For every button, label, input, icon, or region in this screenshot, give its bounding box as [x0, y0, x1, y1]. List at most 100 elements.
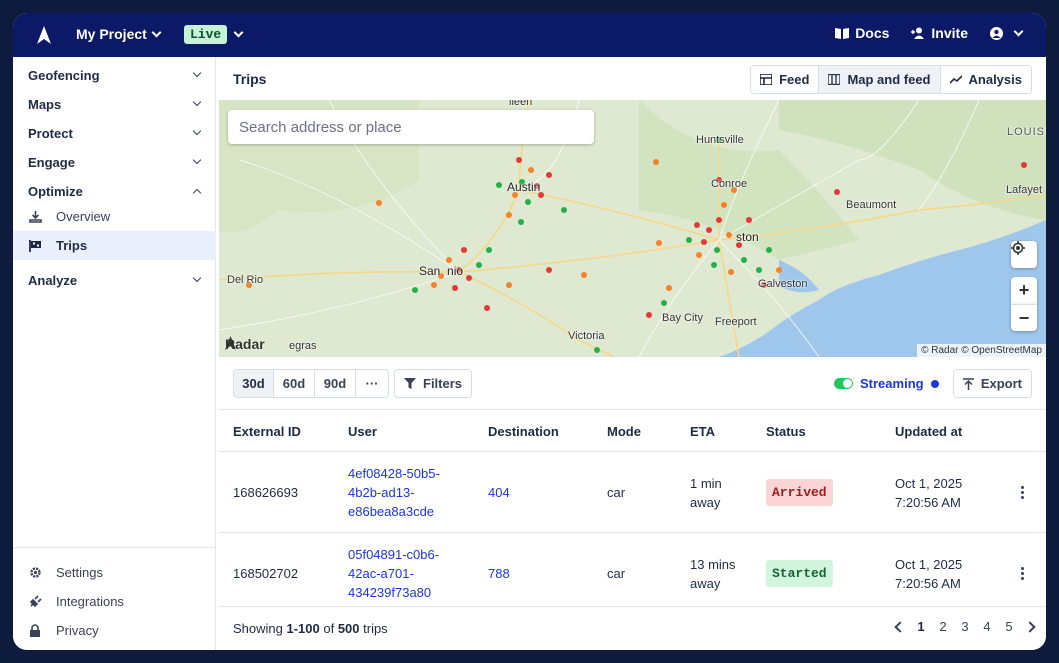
environment-badge: Live [184, 25, 228, 44]
streaming-indicator-icon [930, 379, 939, 388]
docs-link[interactable]: Docs [835, 25, 889, 41]
invite-label: Invite [931, 25, 968, 41]
map-label-galveston: Galveston [758, 278, 808, 290]
page-1-button[interactable]: 1 [917, 619, 925, 634]
tab-analysis[interactable]: Analysis [940, 66, 1031, 93]
row-actions-menu[interactable] [1021, 452, 1024, 533]
range-60d-button[interactable]: 60d [274, 370, 315, 397]
page-5-button[interactable]: 5 [1005, 619, 1013, 634]
app-screen: My Project Live Docs Invite Geofencing M… [13, 13, 1046, 650]
user-id-line: e86bea8a3cde [348, 504, 435, 519]
sidebar-group-label: Protect [28, 125, 73, 141]
sidebar-item-label: Trips [56, 238, 88, 253]
sidebar: Geofencing Maps Protect Engage Optimize … [13, 57, 216, 650]
status-badge: Arrived [766, 479, 833, 506]
trip-markers [246, 137, 1027, 353]
export-button[interactable]: Export [952, 369, 1032, 398]
cell-destination-link[interactable]: 404 [488, 485, 510, 500]
column-mode[interactable]: Mode [607, 424, 641, 439]
sidebar-group-engage[interactable]: Engage [13, 149, 216, 175]
invite-button[interactable]: Invite [911, 25, 968, 41]
cell-updated-at: Oct 1, 2025 7:20:56 AM [895, 452, 962, 533]
table-row[interactable]: 168502702 05f04891-c0b6- 42ac-a701- 4342… [219, 533, 1046, 614]
cell-destination-link[interactable]: 788 [488, 566, 510, 581]
radar-logo-icon[interactable] [37, 26, 51, 44]
updated-date: Oct 1, 2025 [895, 556, 963, 572]
locate-me-button[interactable] [1011, 241, 1037, 268]
sidebar-group-protect[interactable]: Protect [13, 120, 216, 146]
sidebar-item-overview[interactable]: Overview [13, 202, 216, 231]
filters-button[interactable]: Filters [394, 369, 473, 398]
tab-map-and-feed[interactable]: Map and feed [819, 66, 941, 93]
sidebar-group-label: Analyze [28, 272, 78, 288]
cell-user-link[interactable]: 4ef08428-50b5- 4b2b-ad13- e86bea8a3cde [348, 452, 440, 533]
map-search-input[interactable]: Search address or place [228, 110, 594, 144]
map-label-killeen: lleen [509, 100, 533, 108]
cell-updated-at: Oct 1, 2025 7:20:56 AM [895, 533, 962, 614]
streaming-toggle[interactable]: Streaming [834, 376, 939, 391]
next-page-icon[interactable] [1024, 620, 1036, 633]
column-status[interactable]: Status [766, 424, 806, 439]
zoom-in-button[interactable]: + [1011, 277, 1037, 304]
map-label-freeport: Freeport [715, 316, 757, 328]
page-3-button[interactable]: 3 [961, 619, 969, 634]
sidebar-group-analyze[interactable]: Analyze [13, 267, 216, 293]
page-4-button[interactable]: 4 [983, 619, 991, 634]
page-2-button[interactable]: 2 [939, 619, 947, 634]
trips-table-header: External ID User Destination Mode ETA St… [219, 410, 1046, 452]
previous-page-icon[interactable] [894, 620, 906, 633]
sidebar-group-optimize[interactable]: Optimize [13, 178, 216, 204]
environment-switcher[interactable]: Live [184, 25, 244, 44]
sidebar-item-privacy[interactable]: Privacy [13, 616, 216, 645]
crosshair-icon [1011, 241, 1025, 255]
page-title: Trips [233, 71, 267, 87]
pagination: 1 2 3 4 5 [894, 619, 1036, 634]
range-30d-button[interactable]: 30d [234, 370, 274, 397]
more-ranges-button[interactable]: ··· [365, 376, 379, 391]
chevron-up-icon [192, 188, 202, 197]
column-user[interactable]: User [348, 424, 377, 439]
cell-mode: car [607, 485, 626, 500]
map-label-austin: Austin [507, 180, 541, 194]
map-attribution[interactable]: © Radar © OpenStreetMap [917, 344, 1046, 357]
sidebar-item-label: Overview [56, 209, 111, 224]
trips-map[interactable]: Search address or place lleen Huntsville… [219, 100, 1046, 357]
account-menu[interactable] [990, 26, 1024, 40]
chevron-down-icon [192, 126, 202, 136]
tab-label: Analysis [968, 72, 1022, 87]
chevron-down-icon [192, 155, 202, 165]
sidebar-item-settings[interactable]: Settings [13, 558, 216, 587]
summary-total: 500 [337, 621, 360, 636]
row-actions-menu[interactable] [1021, 533, 1024, 614]
main-content: Trips Feed Map and feed Analysis [219, 57, 1046, 650]
sidebar-item-trips[interactable]: Trips [13, 231, 216, 260]
range-90d-button[interactable]: 90d [315, 370, 356, 397]
column-updated-at[interactable]: Updated at [895, 424, 963, 439]
summary-text: trips [359, 621, 388, 636]
map-icon [828, 74, 841, 85]
trips-toolbar: 30d 60d 90d ··· Filters Streaming Export [219, 357, 1046, 410]
tab-feed[interactable]: Feed [751, 66, 820, 93]
column-external-id[interactable]: External ID [233, 424, 301, 439]
column-eta[interactable]: ETA [690, 424, 716, 439]
trips-flag-icon [28, 239, 42, 253]
sidebar-group-maps[interactable]: Maps [13, 91, 216, 117]
kebab-menu-icon [1021, 567, 1024, 580]
table-row[interactable]: 168626693 4ef08428-50b5- 4b2b-ad13- e86b… [219, 452, 1046, 533]
map-label-louisiana: LOUISIA [1007, 126, 1046, 138]
sidebar-group-geofencing[interactable]: Geofencing [13, 62, 216, 88]
sidebar-item-integrations[interactable]: Integrations [13, 587, 216, 616]
zoom-out-button[interactable]: − [1011, 304, 1037, 331]
project-switcher[interactable]: My Project [76, 26, 162, 42]
cell-external-id: 168502702 [233, 566, 299, 581]
user-id-line: 4ef08428-50b5- [348, 466, 440, 481]
top-actions: Docs Invite [835, 25, 1024, 41]
eta-line: away [690, 494, 721, 510]
project-name: My Project [76, 26, 147, 42]
column-destination[interactable]: Destination [488, 424, 559, 439]
status-badge: Started [766, 560, 833, 587]
cell-user-link[interactable]: 05f04891-c0b6- 42ac-a701- 434239f73a80 [348, 533, 439, 614]
sidebar-group-label: Maps [28, 96, 62, 112]
filters-label: Filters [423, 376, 463, 391]
